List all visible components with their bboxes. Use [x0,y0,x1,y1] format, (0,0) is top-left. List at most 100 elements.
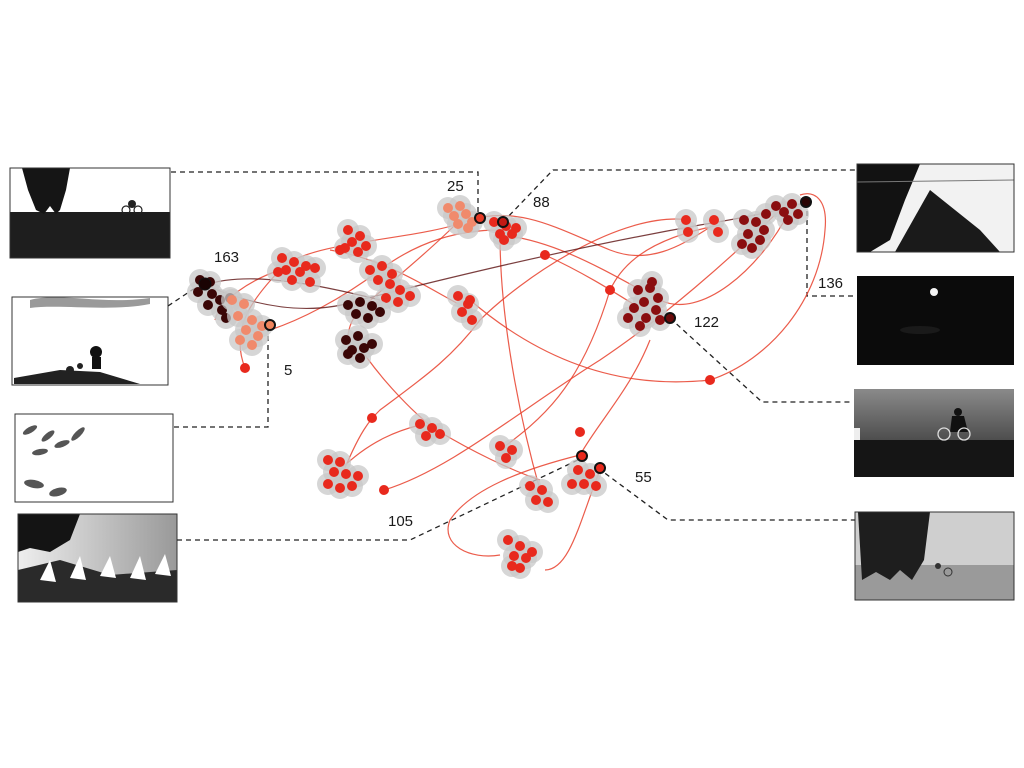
frame-point [367,301,377,311]
frame-point [507,561,517,571]
frame-point [455,201,465,211]
frame-point [377,261,387,271]
frame-point [247,340,257,350]
frame-point [793,209,803,219]
frame-point [501,453,511,463]
frame-point [743,229,753,239]
label-25: 25 [447,178,464,195]
frame-point [335,457,345,467]
frame-point [329,467,339,477]
frame-point [343,300,353,310]
frame-point [335,245,345,255]
frame-point [379,485,389,495]
frame-point [681,215,691,225]
frame-point [759,225,769,235]
frame-point [771,201,781,211]
frame-point [453,219,463,229]
cluster-frame-55 [561,459,607,497]
frame-point [787,199,797,209]
frame-point [351,309,361,319]
frame-point [457,307,467,317]
frame-point [507,445,517,455]
cluster-layer [187,193,809,579]
key-frame-markers [198,196,812,474]
cluster-right-b [703,209,729,243]
frame-point [737,239,747,249]
frame-point [747,243,757,253]
thumbnail-frame-122 [854,389,1014,477]
thumbnail-frame-leaves [14,413,174,503]
frame-point [393,297,403,307]
frame-point [605,285,615,295]
frame-point [239,299,249,309]
frame-point [635,321,645,331]
frame-point [755,235,765,245]
frame-point [537,485,547,495]
frame-point [273,267,283,277]
frame-point [543,497,553,507]
frame-point [375,307,385,317]
frame-point [641,313,651,323]
frame-point [525,481,535,491]
frame-point [355,353,365,363]
leader-105 [177,457,583,541]
frame-point [347,237,357,247]
key-frame-136-marker [800,196,812,208]
frame-point [443,203,453,213]
frame-point [381,293,391,303]
frame-point [579,479,589,489]
frame-point [301,261,311,271]
key-frame-163-marker [198,277,212,291]
frame-point [427,423,437,433]
key-frame-25-marker [474,212,486,224]
frame-point [629,303,639,313]
label-105: 105 [388,513,413,530]
cluster-lower-mid [409,413,451,447]
cluster-lower-dark [335,325,383,369]
label-5: 5 [284,362,292,379]
frame-point [639,297,649,307]
frame-labels: 163 5 25 88 136 122 55 105 [214,178,843,530]
frame-point [341,469,351,479]
thumbnail-frame-163 [9,167,171,259]
frame-point [287,275,297,285]
frame-point [705,375,715,385]
key-frame-5-marker [264,319,276,331]
cluster-frame-25 [437,195,483,239]
frame-point [591,481,601,491]
leader-88 [502,169,856,223]
key-frame-88-marker [497,216,509,228]
frame-point [585,469,595,479]
frame-point [367,413,377,423]
frame-point [655,315,665,325]
thumbnail-frame-5 [11,296,169,386]
frame-point [495,441,505,451]
frame-point [207,289,217,299]
frame-point [461,209,471,219]
frame-point [683,227,693,237]
frame-point [361,241,371,251]
frame-point [253,331,263,341]
frame-point [499,235,509,245]
frame-point [353,471,363,481]
frame-point [647,277,657,287]
frame-point [575,427,585,437]
frame-point [751,217,761,227]
frame-point [761,209,771,219]
frame-point [453,291,463,301]
frame-point [509,551,519,561]
cluster-lower-left [317,449,369,499]
frame-point [240,363,250,373]
frame-point [347,481,357,491]
cluster-frame-5 [221,289,273,356]
cluster-frame-122 [617,271,671,337]
cluster-mid-upper [334,219,377,263]
frame-point [421,431,431,441]
leader-136 [806,202,857,297]
frame-point [203,300,213,310]
frame-point [511,223,521,233]
frame-point [503,535,513,545]
frame-point [277,253,287,263]
label-55: 55 [635,469,652,486]
